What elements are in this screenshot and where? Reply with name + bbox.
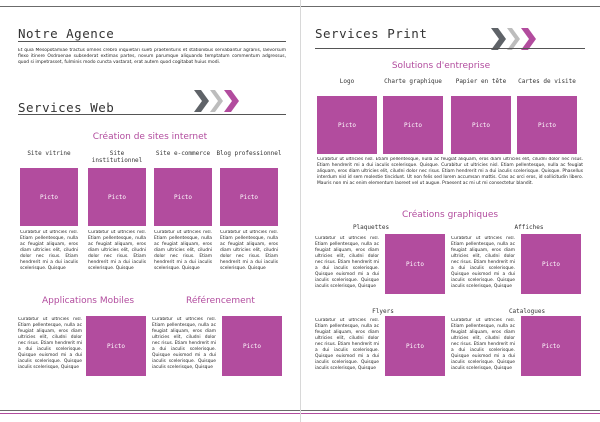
graphique-card-text: Curabitur ut ultricies nisl. Etiam pelle… (315, 236, 379, 289)
picto-label: Picto (405, 260, 425, 268)
chevron-arrows-icon-right (491, 28, 536, 50)
print-column-picto: Picto (383, 96, 443, 154)
mobile-picto: Picto (86, 316, 146, 376)
page-spine (300, 0, 301, 422)
mobile-title: Applications Mobiles (42, 296, 135, 306)
graphique-card-picto: Picto (385, 234, 445, 294)
print-rule (315, 48, 585, 49)
print-subtitle: Solutions d'entreprise (391, 61, 491, 71)
graphique-card-text: Curabitur ut ultricies nisl. Etiam pelle… (315, 318, 379, 371)
web-column-title: Site e-commerce (155, 150, 211, 157)
picto-label: Picto (107, 193, 127, 201)
agence-title: Notre Agence (18, 26, 115, 41)
print-text: Curabitur ut ultricies nisl. Etiam pelle… (317, 157, 583, 186)
agence-rule (18, 41, 286, 42)
print-title: Services Print (315, 26, 428, 41)
bottom-accent-rule (0, 413, 300, 414)
graphique-card-text: Curabitur ut ultricies nisl. Etiam pelle… (451, 318, 515, 371)
graphiques-title: Créations graphiques (401, 210, 499, 220)
chevron-arrows-icon (194, 90, 239, 112)
bottom-accent-rule-right (301, 413, 600, 414)
web-column-text: Curabitur ut ultricies nisl. Etiam pelle… (20, 230, 78, 271)
picto-label: Picto (471, 121, 491, 129)
print-column-picto: Picto (517, 96, 577, 154)
referencement-title: Référencement (186, 296, 255, 306)
graphique-card-text: Curabitur ut ultricies nisl. Etiam pelle… (451, 236, 515, 289)
print-column-title: Cartes de visite (518, 78, 576, 85)
left-page: Notre Agence Et quia Mesopotamiae tractu… (0, 6, 300, 414)
web-column-title: Site institutionnel (91, 150, 143, 164)
print-column-title: Logo (339, 78, 355, 85)
web-column-picto: Picto (154, 168, 212, 226)
picto-label: Picto (403, 121, 423, 129)
picto-label: Picto (405, 342, 425, 350)
print-column-title: Papier en tête (455, 78, 507, 85)
referencement-text: Curabitur ut ultricies nisl. Etiam pelle… (152, 317, 216, 370)
top-rule (0, 6, 300, 7)
picto-label: Picto (239, 193, 259, 201)
graphique-card-title: Plaquettes (352, 224, 390, 231)
web-rule (18, 114, 286, 115)
web-column-picto: Picto (88, 168, 146, 226)
picto-label: Picto (337, 121, 357, 129)
picto-label: Picto (39, 193, 59, 201)
print-column-picto: Picto (451, 96, 511, 154)
graphique-card-picto: Picto (521, 234, 581, 294)
bottom-rule (0, 410, 300, 411)
top-rule-right (301, 6, 600, 7)
graphique-card-title: Flyers (372, 308, 394, 315)
graphique-card-title: Catalogues (508, 308, 546, 315)
right-page: Services Print Solutions d'entreprise Lo… (301, 0, 600, 422)
print-column-title: Charte graphique (384, 78, 442, 85)
web-column-text: Curabitur ut ultricies nisl. Etiam pelle… (220, 230, 278, 271)
web-column-picto: Picto (220, 168, 278, 226)
web-title: Services Web (18, 100, 115, 115)
bottom-rule-right (301, 410, 600, 411)
graphique-card-picto: Picto (385, 316, 445, 376)
web-subtitle: Création de sites internet (92, 132, 208, 142)
graphique-card-title: Affiches (514, 224, 544, 231)
picto-label: Picto (541, 260, 561, 268)
picto-label: Picto (173, 193, 193, 201)
referencement-picto: Picto (222, 316, 282, 376)
mobile-text: Curabitur ut ultricies nisl. Etiam pelle… (18, 317, 82, 370)
web-column-title: Site vitrine (27, 150, 71, 157)
web-column-text: Curabitur ut ultricies nisl. Etiam pelle… (154, 230, 212, 271)
web-column-title: Blog professionnel (216, 150, 282, 157)
picto-label: Picto (537, 121, 557, 129)
agence-text: Et quia Mesopotamiae tractus omnes crebr… (18, 48, 286, 65)
picto-label: Picto (541, 342, 561, 350)
print-column-picto: Picto (317, 96, 377, 154)
web-column-text: Curabitur ut ultricies nisl. Etiam pelle… (88, 230, 146, 271)
graphique-card-picto: Picto (521, 316, 581, 376)
web-column-picto: Picto (20, 168, 78, 226)
